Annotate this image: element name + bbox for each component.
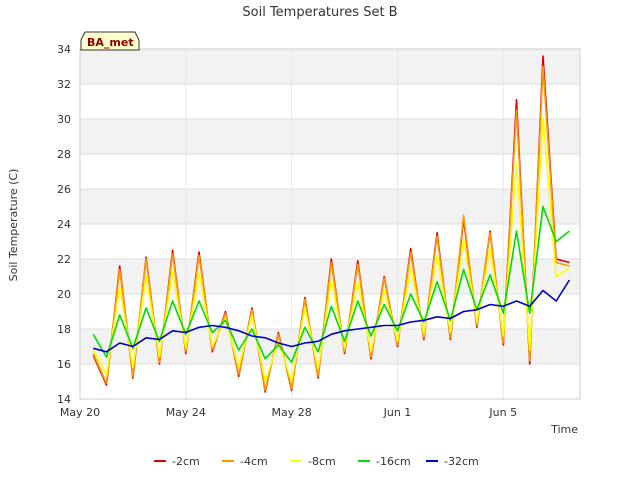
y-tick-label: 18 [57, 323, 71, 336]
station-tag-label: BA_met [87, 36, 134, 49]
legend: -2cm -4cm -8cm -16cm -32cm [154, 455, 479, 468]
legend-item: -8cm [290, 455, 336, 468]
legend-item: -4cm [222, 455, 268, 468]
plot-frame [79, 48, 581, 400]
y-tick-label: 20 [57, 288, 71, 301]
axes [79, 48, 581, 400]
y-axis-label: Soil Temperature (C) [7, 169, 20, 282]
legend-label: -16cm [376, 455, 411, 468]
legend-item: -2cm [154, 455, 200, 468]
series-line-2cm [92, 55, 570, 393]
x-axis-label: Time [550, 423, 578, 436]
legend-item: -16cm [358, 455, 411, 468]
y-tick-label: 14 [57, 393, 71, 406]
x-tick-label: May 20 [60, 406, 100, 419]
y-tick-label: 30 [57, 113, 71, 126]
x-tick-label: May 28 [272, 406, 312, 419]
y-tick-label: 32 [57, 78, 71, 91]
series-layer [92, 55, 571, 393]
y-tick-label: 28 [57, 148, 71, 161]
x-tick-label: Jun 5 [488, 406, 517, 419]
x-tick-label: May 24 [166, 406, 206, 419]
series-line-32cm [92, 279, 571, 353]
plot-band [80, 49, 580, 84]
y-tick-label: 34 [57, 43, 71, 56]
chart-title: Soil Temperatures Set B [242, 5, 397, 20]
y-tick-label: 24 [57, 218, 71, 231]
legend-label: -8cm [308, 455, 336, 468]
station-tag: BA_met [80, 31, 140, 51]
x-tick-labels: May 20 May 24 May 28 Jun 1 Jun 5 [60, 406, 517, 419]
y-tick-label: 22 [57, 253, 71, 266]
x-tick-label: Jun 1 [383, 406, 412, 419]
y-tick-label: 26 [57, 183, 71, 196]
legend-label: -4cm [240, 455, 268, 468]
y-tick-label: 16 [57, 358, 71, 371]
plot-band [80, 119, 580, 154]
series-line-16cm [92, 205, 570, 364]
legend-label: -2cm [172, 455, 200, 468]
series-line-4cm [92, 65, 570, 392]
legend-label: -32cm [444, 455, 479, 468]
plot-band [80, 189, 580, 224]
legend-item: -32cm [426, 455, 479, 468]
station-tag-box [80, 31, 140, 51]
y-tick-labels: 14 16 18 20 22 24 26 28 30 32 34 [57, 43, 71, 406]
series-line-8cm [92, 116, 570, 383]
